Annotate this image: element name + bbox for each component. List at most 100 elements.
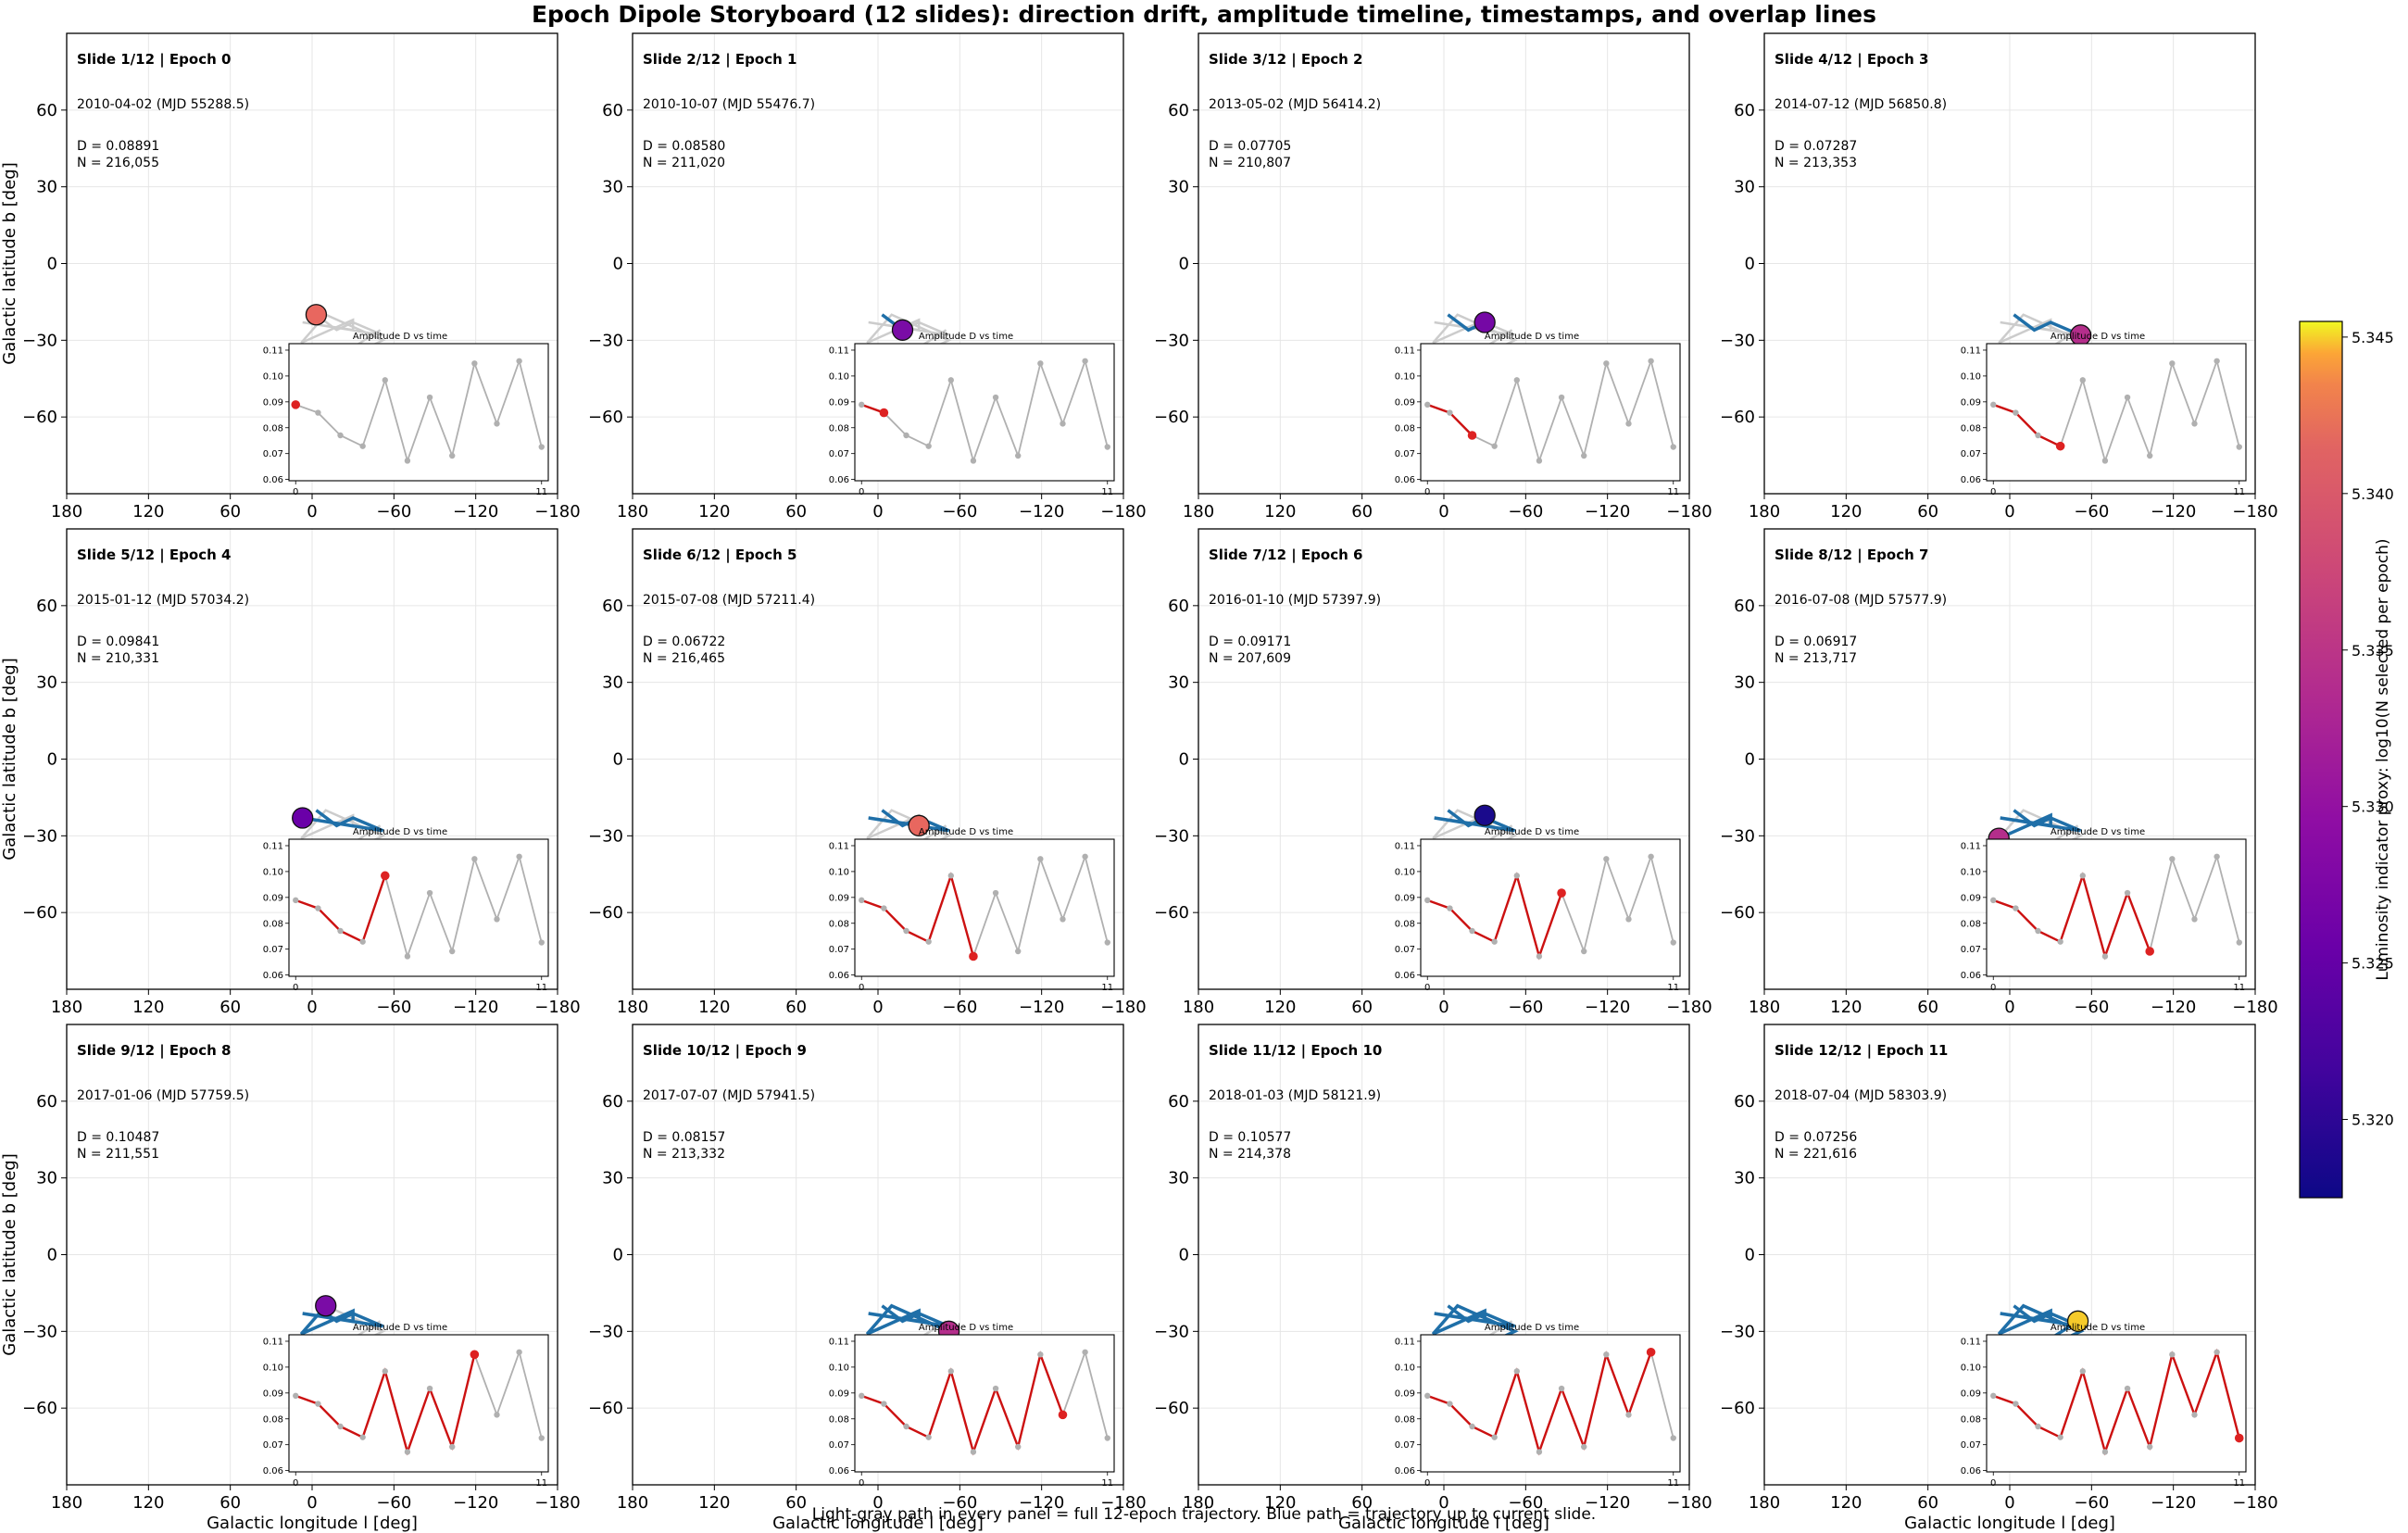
slide-date: 2018-07-04 (MJD 58303.9) (1775, 1088, 1947, 1103)
inset-x-tick-label: 0 (1990, 983, 1996, 993)
x-tick-label: −180 (1100, 502, 1146, 521)
inset-title: Amplitude D vs time (1485, 332, 1579, 342)
inset-point (2147, 452, 2153, 459)
x-tick-label: 180 (617, 1493, 648, 1513)
inset-point (1513, 873, 1520, 879)
inset-frame (288, 1334, 549, 1473)
inset-point (1060, 916, 1066, 923)
inset-point (2057, 1434, 2063, 1440)
x-tick-label: −120 (453, 1493, 498, 1513)
slide-count: N = 213,717 (1775, 651, 1857, 666)
x-tick-label: 120 (132, 1493, 164, 1513)
inset-x-tick-label: 11 (1101, 1478, 1113, 1489)
slide-count: N = 214,378 (1209, 1147, 1291, 1162)
amplitude-inset: Amplitude D vs time 0.06 0.07 0.08 0.09 0.10 0… (1395, 827, 1681, 993)
slide-panel: 180 120 60 0 −60 −120 −18060300−30−60Galactic … (588, 1024, 1147, 1533)
inset-point (1670, 1435, 1676, 1441)
x-tick-label: 0 (307, 502, 317, 521)
inset-point (1447, 905, 1453, 911)
inset-point (1990, 401, 1997, 408)
x-tick-label: 180 (1183, 998, 1214, 1017)
inset-point (2079, 377, 2086, 383)
x-tick-label: 180 (617, 998, 648, 1017)
inset-point (2124, 394, 2131, 401)
y-tick-label: 60 (1168, 1092, 1189, 1112)
amplitude-inset: Amplitude D vs time 0.06 0.07 0.08 0.09 0.10 0… (263, 332, 549, 497)
x-tick-label: 120 (698, 502, 730, 521)
y-tick-label: −30 (22, 331, 57, 350)
inset-point (947, 1368, 954, 1375)
y-axis-label: Galactic latitude b [deg] (0, 658, 19, 860)
amplitude-inset: Amplitude D vs time 0.06 0.07 0.08 0.09 0.10 0… (263, 827, 549, 993)
inset-y-tick-label: 0.11 (263, 841, 283, 851)
inset-point (1491, 443, 1498, 449)
slide-count: N = 221,616 (1775, 1147, 1857, 1162)
x-tick-label: 60 (785, 1493, 807, 1513)
y-tick-label: 60 (36, 1092, 57, 1112)
inset-x-tick-label: 0 (293, 487, 298, 497)
x-tick-label: −120 (453, 502, 498, 521)
x-tick-label: −60 (376, 998, 411, 1017)
inset-partial-line (1992, 1348, 2240, 1456)
inset-y-tick-label: 0.11 (829, 841, 849, 851)
footnote: Light-gray path in every panel = full 12… (812, 1505, 1596, 1524)
inset-current-point (470, 1350, 480, 1360)
y-tick-label: 30 (602, 178, 623, 197)
x-tick-label: −60 (376, 502, 411, 521)
y-tick-label: −30 (1154, 826, 1189, 846)
y-tick-label: 0 (1179, 750, 1189, 770)
inset-y-tick-label: 0.07 (263, 945, 283, 955)
inset-y-tick-label: 0.08 (829, 1414, 849, 1425)
inset-x-tick-label: 0 (293, 1478, 298, 1489)
amplitude-inset: Amplitude D vs time 0.06 0.07 0.08 0.09 0.10 0… (1395, 332, 1681, 497)
inset-point (1037, 856, 1044, 862)
direction-marker (891, 319, 914, 341)
y-tick-label: 30 (602, 673, 623, 693)
inset-point (449, 948, 456, 955)
x-tick-label: −180 (534, 1493, 580, 1513)
inset-partial-line (1992, 403, 2062, 447)
inset-point (2013, 409, 2019, 416)
inset-point (2079, 1368, 2086, 1375)
slide-title: Slide 1/12 | Epoch 0 (77, 51, 231, 69)
inset-y-tick-label: 0.09 (263, 893, 283, 903)
inset-point (1536, 458, 1543, 464)
inset-current-point (1557, 888, 1566, 898)
inset-y-tick-label: 0.06 (1961, 971, 1981, 981)
inset-point (1581, 452, 1587, 459)
x-tick-label: −120 (1585, 998, 1630, 1017)
inset-partial-line (860, 1351, 1064, 1456)
amplitude-inset: Amplitude D vs time 0.06 0.07 0.08 0.09 0.10 0… (829, 332, 1115, 497)
slide-panel: 180 120 60 0 −60 −120 −18060300−30−60Galactic … (0, 32, 581, 521)
inset-frame (1986, 838, 2247, 977)
inset-title: Amplitude D vs time (353, 827, 447, 837)
inset-point (494, 916, 500, 923)
x-tick-label: 180 (1749, 998, 1780, 1017)
y-tick-label: 0 (613, 750, 623, 770)
inset-point (2035, 927, 2041, 935)
inset-point (1447, 1401, 1453, 1407)
x-tick-label: −180 (1666, 502, 1712, 521)
inset-y-tick-label: 0.07 (1961, 1440, 1981, 1451)
y-tick-label: 30 (1734, 178, 1755, 197)
inset-point (947, 873, 954, 879)
inset-y-tick-label: 0.11 (1395, 1337, 1415, 1347)
inset-point (2124, 889, 2131, 897)
x-tick-label: 120 (1264, 502, 1296, 521)
slide-title: Slide 12/12 | Epoch 11 (1775, 1042, 1948, 1060)
slide-count: N = 216,055 (77, 156, 159, 170)
inset-point (293, 897, 299, 904)
inset-y-tick-label: 0.11 (263, 1337, 283, 1347)
y-tick-label: −60 (22, 1399, 57, 1418)
inset-point (426, 1385, 433, 1392)
inset-point (538, 444, 545, 450)
colorbar: 5.320 5.325 5.330 5.335 5.340 5.345 Luminosity… (2299, 320, 2394, 1199)
slide-date: 2015-07-08 (MJD 57211.4) (643, 593, 815, 608)
direction-marker (305, 304, 328, 326)
inset-point (516, 1349, 522, 1355)
inset-point (2169, 1351, 2176, 1358)
inset-x-tick-label: 11 (1101, 487, 1113, 497)
y-tick-label: −30 (1154, 331, 1189, 350)
x-tick-label: −120 (1019, 502, 1064, 521)
